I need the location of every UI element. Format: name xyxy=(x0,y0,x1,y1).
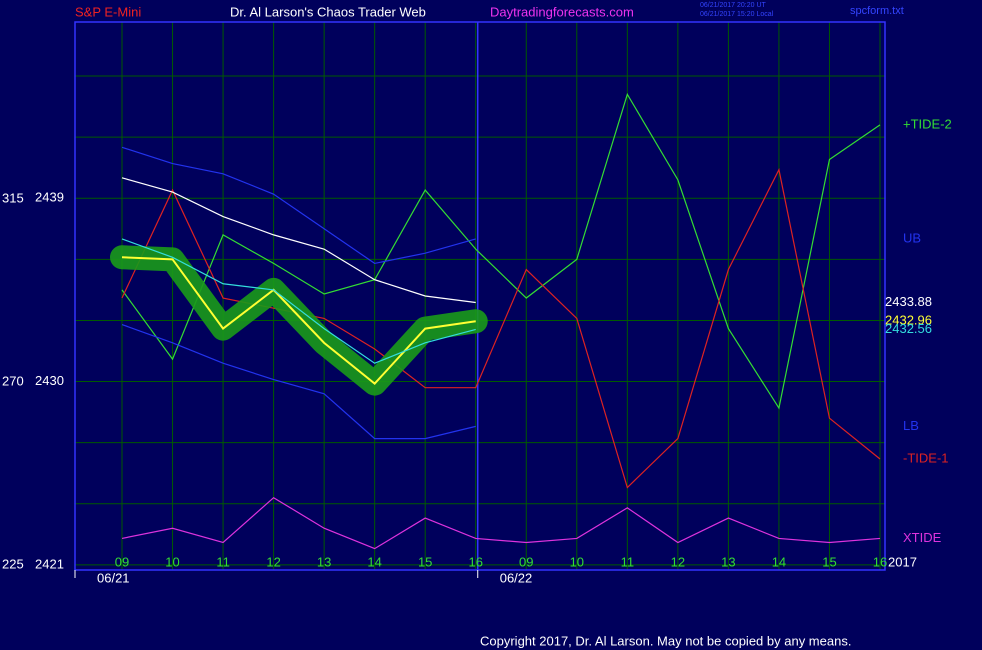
x-tick-label: 09 xyxy=(115,554,129,569)
x-tick-label: 13 xyxy=(721,554,735,569)
y2-tick-label: 225 xyxy=(2,556,24,571)
file-name: spcform.txt xyxy=(850,5,904,17)
last-value-label: 2433.88 xyxy=(885,294,932,309)
y2-tick-label: 315 xyxy=(2,190,24,205)
series-line xyxy=(121,146,476,265)
copyright: Copyright 2017, Dr. Al Larson. May not b… xyxy=(480,633,851,648)
x-tick-label: 12 xyxy=(266,554,280,569)
x-tick-label: 15 xyxy=(822,554,836,569)
legend-label: -TIDE-1 xyxy=(903,450,949,465)
series-line xyxy=(121,177,476,304)
series-line xyxy=(121,496,881,550)
x-tick-label: 13 xyxy=(317,554,331,569)
x-tick-label: 10 xyxy=(570,554,584,569)
x-tick-label: 10 xyxy=(165,554,179,569)
x-tick-label: 16 xyxy=(873,554,887,569)
series-line xyxy=(121,256,476,385)
series-line xyxy=(121,323,476,440)
x-tick-label: 16 xyxy=(468,554,482,569)
year: 2017 xyxy=(888,554,917,569)
last-value-label: 2432.96 xyxy=(885,313,932,328)
series-line xyxy=(121,238,476,364)
last-value-label: 2432.56 xyxy=(885,321,932,336)
x-tick-label: 11 xyxy=(216,554,230,569)
instrument: S&P E-Mini xyxy=(75,4,141,19)
site: Daytradingforecasts.com xyxy=(490,4,634,19)
x-tick-label: 12 xyxy=(671,554,685,569)
legend-label: LB xyxy=(903,418,919,433)
x-tick-label: 09 xyxy=(519,554,533,569)
x-tick-label: 15 xyxy=(418,554,432,569)
plot-frame xyxy=(74,21,886,571)
legend-label: XTIDE xyxy=(903,530,942,545)
y-tick-label: 2421 xyxy=(35,556,64,571)
chart-title: Dr. Al Larson's Chaos Trader Web xyxy=(230,4,426,19)
time-local: 06/21/2017 15:20 Local xyxy=(700,11,774,18)
time-ut: 06/21/2017 20:20 UT xyxy=(700,2,766,9)
y2-tick-label: 270 xyxy=(2,373,24,388)
y-tick-label: 2430 xyxy=(35,373,64,388)
legend-label: UB xyxy=(903,230,921,245)
x-tick-label: 14 xyxy=(367,554,381,569)
x-tick-label: 11 xyxy=(621,554,635,569)
series-line xyxy=(121,92,881,410)
x-tick-label: 14 xyxy=(772,554,786,569)
legend-label: +TIDE-2 xyxy=(903,116,952,131)
day-label: 06/22 xyxy=(500,570,533,585)
day-label: 06/21 xyxy=(97,570,130,585)
y-tick-label: 2439 xyxy=(35,190,64,205)
